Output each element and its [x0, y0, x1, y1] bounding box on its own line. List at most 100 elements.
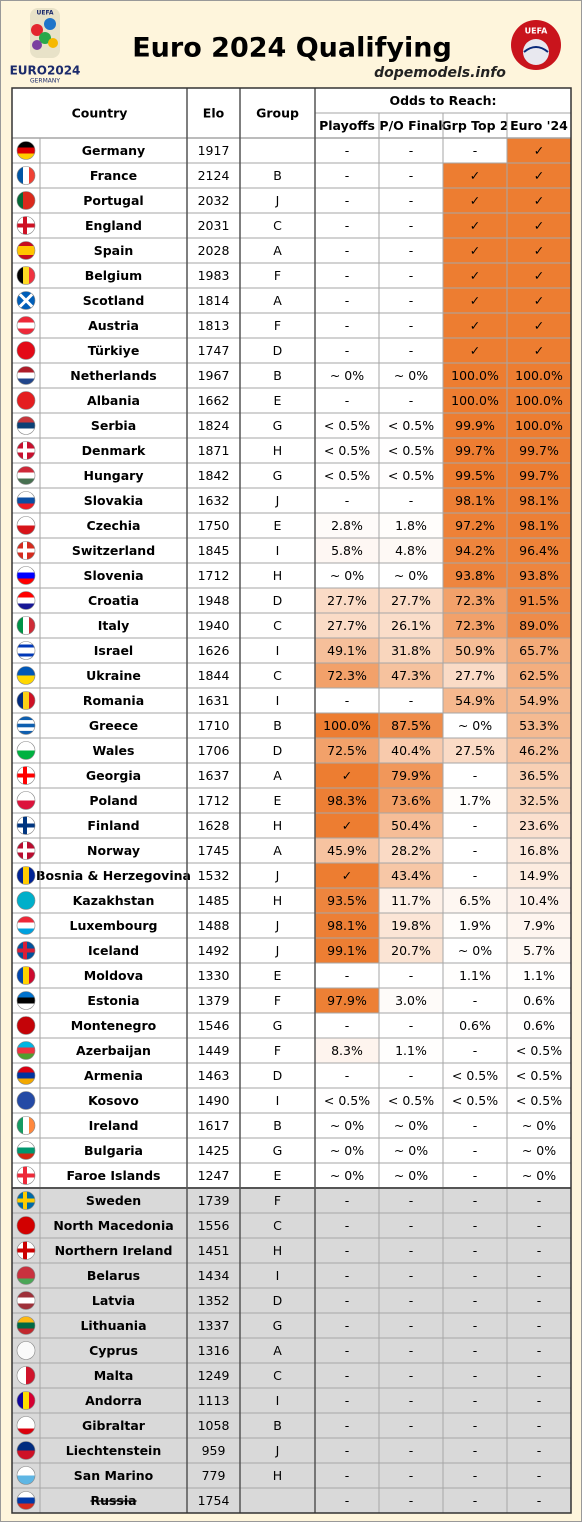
odds: - [345, 293, 350, 308]
flag-stripe [17, 922, 35, 929]
odds: - [345, 1218, 350, 1233]
odds: 72.3% [327, 668, 367, 683]
odds-cell-bg [379, 613, 443, 638]
country: Slovenia [83, 568, 143, 583]
flag [17, 1366, 35, 1385]
flag-stripe [17, 1291, 35, 1298]
country: Belgium [85, 268, 142, 283]
group: D [273, 593, 283, 608]
odds-cell-bg [315, 913, 379, 938]
odds: 53.3% [519, 718, 559, 733]
country: Moldova [84, 968, 143, 983]
odds-cell-bg [507, 313, 571, 338]
flag-rim [16, 841, 36, 860]
odds-cell-bg [443, 238, 507, 263]
flag [17, 966, 35, 985]
group: J [275, 918, 280, 933]
row-bg [12, 713, 571, 738]
flag-rim [16, 1141, 36, 1160]
flag [17, 291, 35, 310]
flag-stripe [17, 730, 35, 735]
odds: - [409, 293, 414, 308]
flag-rim [16, 916, 36, 935]
group: H [273, 443, 282, 458]
flag-stripe [17, 741, 35, 751]
odds-cell-bg [507, 688, 571, 713]
flag [17, 641, 35, 660]
odds: 1.8% [395, 518, 427, 533]
odds: - [345, 1368, 350, 1383]
flag [17, 691, 35, 710]
flag-field [17, 1341, 35, 1360]
flag-rim [16, 316, 36, 335]
odds-cell-bg [507, 838, 571, 863]
flag-stripe [17, 727, 35, 732]
odds-cell-bg [443, 1088, 507, 1113]
flag-stripe [17, 328, 35, 335]
flag-stripe [17, 1147, 35, 1154]
flag-stripe [17, 416, 35, 423]
flag-rim [16, 1441, 36, 1460]
odds: ✓ [470, 343, 480, 358]
odds: ~ 0% [330, 368, 364, 383]
odds-cell-bg [315, 938, 379, 963]
elo: 1747 [198, 343, 230, 358]
flag [17, 516, 35, 535]
group: J [275, 1443, 280, 1458]
odds-cell-bg [379, 588, 443, 613]
flag-stripe [17, 1466, 35, 1476]
odds: ✓ [342, 868, 352, 883]
row-bg [12, 1113, 571, 1138]
group: H [273, 1468, 282, 1483]
elo: 2031 [198, 218, 230, 233]
uefa-logo: UEFA [511, 20, 561, 70]
odds-cell-bg [443, 513, 507, 538]
flag-rim [16, 1366, 36, 1385]
odds: 87.5% [391, 718, 431, 733]
flag-field [17, 391, 35, 410]
flag-stripe [17, 791, 35, 801]
odds: - [345, 1243, 350, 1258]
odds-cell-bg [443, 638, 507, 663]
group: H [273, 818, 282, 833]
country: Türkiye [88, 343, 140, 358]
odds: ~ 0% [330, 1118, 364, 1133]
flag-stripe [17, 656, 35, 660]
country: Italy [98, 618, 130, 633]
flag-rim [16, 816, 36, 835]
flag-rim [16, 766, 36, 785]
flag-rim [16, 241, 36, 260]
odds: 45.9% [327, 843, 367, 858]
flag-rim [16, 1341, 36, 1360]
odds-cell-bg [507, 988, 571, 1013]
odds: - [409, 1368, 414, 1383]
odds-cell-bg [379, 438, 443, 463]
flag-stripe [17, 966, 24, 985]
flag [17, 616, 35, 635]
odds-cell-bg [443, 388, 507, 413]
odds-cell-bg [315, 513, 379, 538]
odds: 72.3% [455, 618, 495, 633]
odds: ✓ [534, 343, 544, 358]
odds-cell-bg [443, 1013, 507, 1038]
odds-cell-bg [315, 538, 379, 563]
elo: 1712 [198, 568, 230, 583]
flag [17, 491, 35, 510]
flag-stripe [17, 578, 35, 585]
flag-stripe [17, 1297, 35, 1304]
elo: 1948 [198, 593, 230, 608]
flag-rim [16, 1291, 36, 1310]
odds: 0.6% [523, 1018, 555, 1033]
flag-stripe [17, 1072, 35, 1079]
odds-cell-bg [443, 888, 507, 913]
row-bg [12, 1363, 571, 1388]
odds: - [537, 1193, 542, 1208]
group: A [273, 843, 282, 858]
elo: 1917 [198, 143, 230, 158]
flag-stripe [17, 1266, 35, 1273]
group: G [273, 468, 283, 483]
odds: - [473, 768, 478, 783]
odds-cell-bg [507, 788, 571, 813]
row-bg [12, 1438, 571, 1463]
odds: - [473, 1293, 478, 1308]
